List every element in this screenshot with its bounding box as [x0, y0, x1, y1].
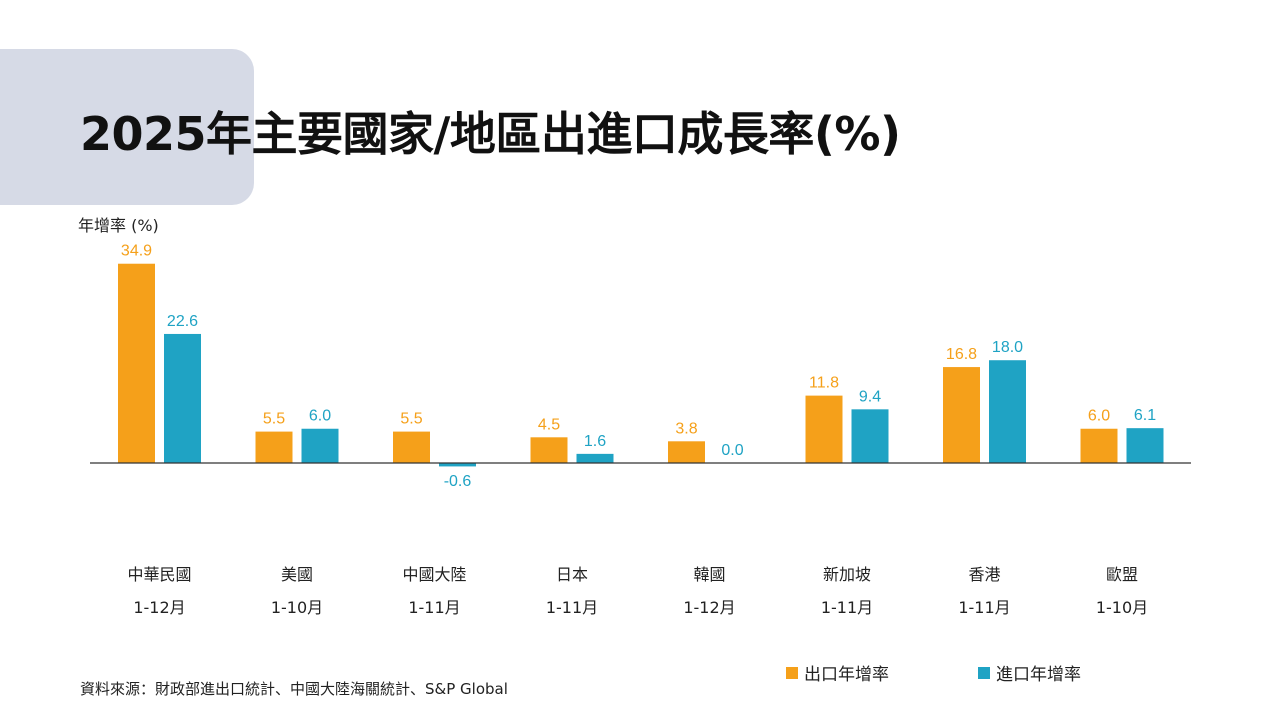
export-value-label: 5.5 [400, 411, 422, 428]
x-category-label: 歐盟 [1106, 565, 1138, 584]
x-period-label: 1-11月 [546, 598, 598, 617]
export-value-label: 5.5 [263, 411, 285, 428]
legend-export: 出口年增率 [786, 660, 889, 685]
export-value-label: 11.8 [809, 375, 839, 392]
export-value-label: 34.9 [121, 243, 152, 260]
legend-import-swatch [978, 666, 990, 679]
x-period-label: 1-11月 [821, 598, 873, 617]
import-bar [1126, 428, 1164, 463]
export-bar [943, 367, 980, 463]
export-value-label: 6.0 [1088, 408, 1110, 425]
import-value-label: 1.6 [584, 433, 606, 450]
legend-import: 進口年增率 [978, 660, 1081, 685]
export-value-label: 4.5 [538, 416, 560, 433]
export-value-label: 3.8 [675, 420, 697, 437]
x-category-label: 韓國 [693, 565, 725, 584]
import-value-label: 6.0 [309, 408, 331, 425]
x-period-label: 1-10月 [1096, 598, 1148, 617]
x-period-label: 1-11月 [958, 598, 1010, 617]
x-category-label: 新加坡 [823, 565, 871, 584]
import-value-label: 22.6 [167, 313, 198, 330]
x-category-label: 美國 [281, 565, 313, 584]
legend-import-label: 進口年增率 [996, 665, 1081, 685]
export-value-label: 16.8 [946, 346, 977, 363]
x-category-label: 中國大陸 [402, 565, 466, 584]
import-value-label: 18.0 [992, 339, 1023, 356]
page-title: 2025年主要國家/地區出進口成長率(%) [80, 107, 901, 161]
export-bar [118, 263, 155, 463]
x-category-label: 日本 [556, 565, 588, 584]
export-bar [393, 431, 430, 463]
y-axis-unit-label: 年增率 (%) [78, 216, 159, 235]
x-period-label: 1-12月 [133, 598, 185, 617]
import-value-label: 6.1 [1134, 407, 1156, 424]
import-bar [301, 428, 339, 463]
legend-export-swatch [786, 666, 798, 679]
x-category-label: 香港 [968, 565, 1000, 584]
import-value-label: 9.4 [859, 388, 881, 405]
export-bar [668, 441, 705, 463]
import-bar [851, 409, 889, 463]
import-value-label: 0.0 [721, 442, 743, 459]
x-period-label: 1-12月 [683, 598, 735, 617]
x-category-label: 中華民國 [127, 565, 191, 584]
x-period-label: 1-11月 [408, 598, 460, 617]
import-value-label: -0.6 [444, 473, 472, 490]
source-note: 資料來源：財政部進出口統計、中國大陸海關統計、S&P Global [80, 680, 508, 698]
x-period-label: 1-10月 [271, 598, 323, 617]
export-bar [1080, 428, 1118, 463]
import-bar [576, 453, 614, 463]
import-bar [989, 360, 1026, 463]
legend-export-label: 出口年增率 [804, 665, 889, 685]
export-bar [805, 395, 843, 463]
import-bar [439, 463, 476, 467]
title-accent-box [0, 49, 254, 205]
import-bar [164, 333, 201, 463]
export-bar [255, 431, 293, 463]
export-bar [530, 437, 568, 463]
